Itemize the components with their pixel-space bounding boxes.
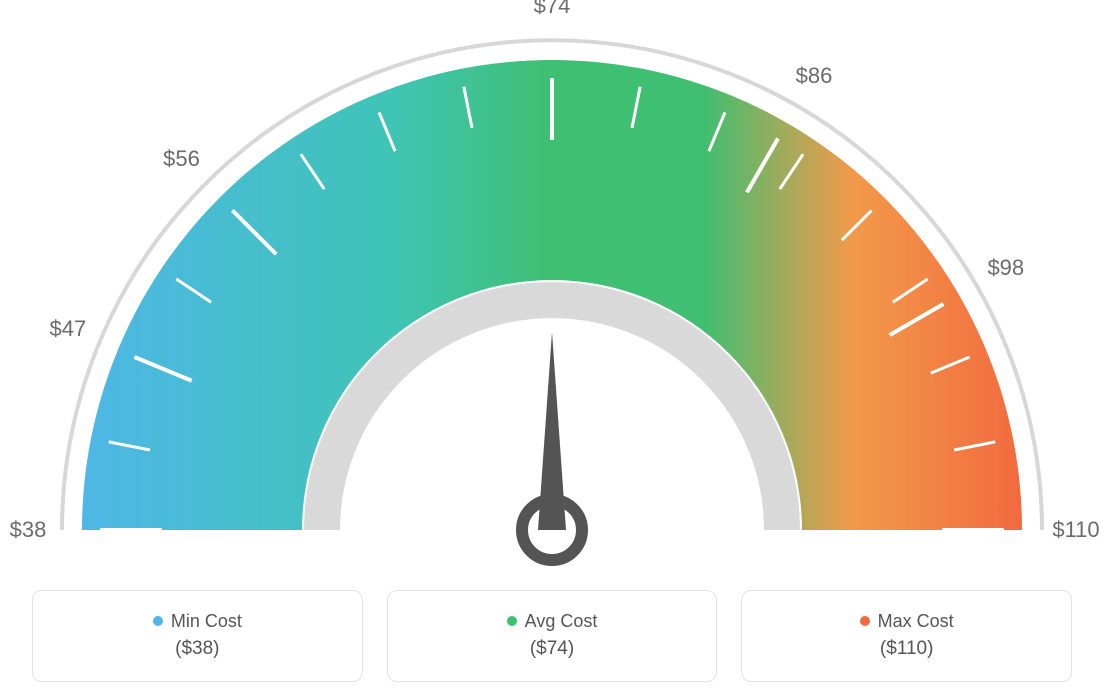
legend-avg-card: Avg Cost ($74) (387, 590, 718, 682)
legend-max-card: Max Cost ($110) (741, 590, 1072, 682)
legend-max-value: ($110) (880, 638, 934, 660)
cost-gauge-container: $38 $47 $56 $74 $86 $98 $110 Min Cost ($38) Av… (0, 0, 1104, 690)
gauge-tick-label: $98 (987, 255, 1024, 281)
gauge: $38 $47 $56 $74 $86 $98 $110 (0, 0, 1104, 580)
legend-min-card: Min Cost ($38) (32, 590, 363, 682)
legend-min-value: ($38) (175, 638, 219, 660)
gauge-tick-label: $86 (796, 63, 833, 89)
legend-max-label-row: Max Cost (860, 611, 954, 632)
legend-min-label-row: Min Cost (153, 611, 242, 632)
legend-avg-label: Avg Cost (525, 611, 598, 632)
legend-max-label: Max Cost (878, 611, 954, 632)
gauge-tick-label: $110 (1052, 517, 1099, 543)
dot-icon (507, 616, 517, 626)
gauge-tick-label: $56 (163, 146, 200, 172)
legend-avg-label-row: Avg Cost (507, 611, 598, 632)
gauge-tick-label: $47 (50, 316, 87, 342)
dot-icon (153, 616, 163, 626)
legend-min-label: Min Cost (171, 611, 242, 632)
legend-row: Min Cost ($38) Avg Cost ($74) Max Cost (… (0, 590, 1104, 690)
gauge-tick-label: $38 (10, 517, 47, 543)
dot-icon (860, 616, 870, 626)
legend-avg-value: ($74) (530, 638, 574, 660)
gauge-tick-label: $74 (534, 0, 571, 19)
